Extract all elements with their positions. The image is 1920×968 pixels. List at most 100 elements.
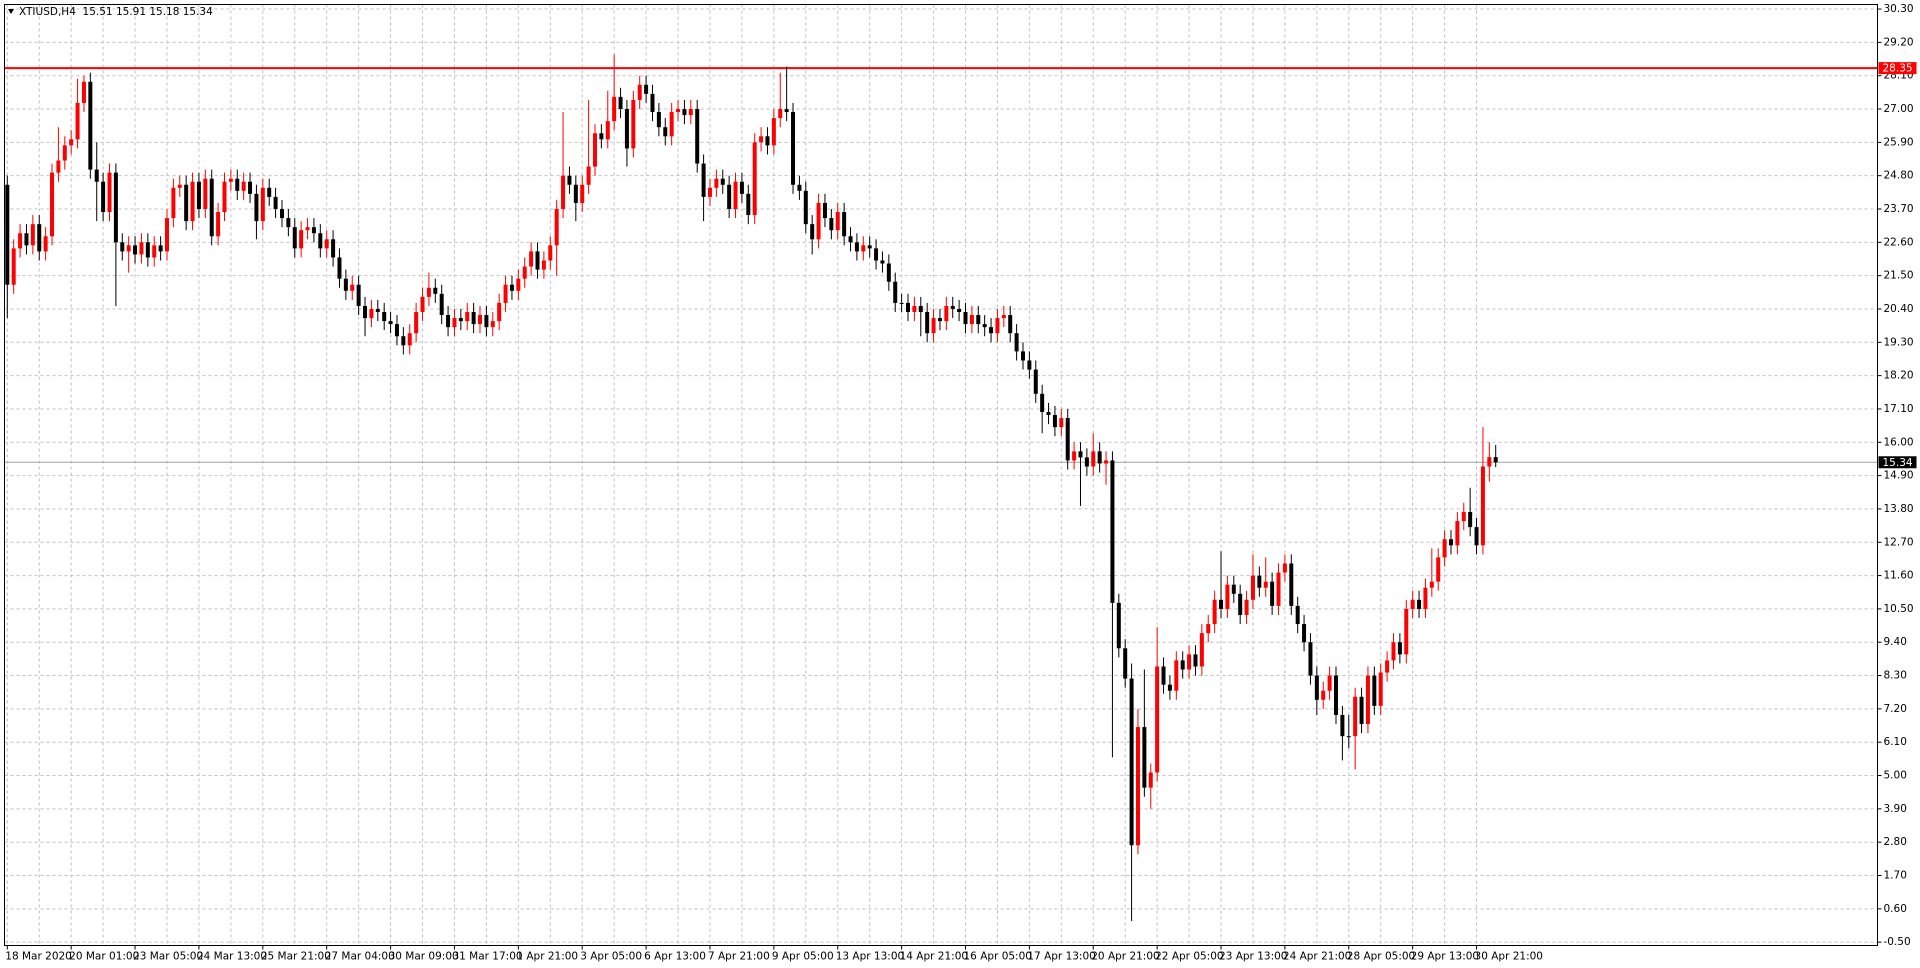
candle-body xyxy=(1129,678,1134,846)
candle-body xyxy=(356,284,361,306)
candle-body xyxy=(1340,714,1345,737)
candle-body xyxy=(1474,527,1479,546)
candle-body xyxy=(720,178,725,185)
candle-body xyxy=(1270,581,1275,606)
candle-body xyxy=(1161,666,1166,685)
candle-body xyxy=(286,218,291,228)
x-tick-label: 20 Apr 21:00 xyxy=(1091,951,1159,963)
x-tick-label: 28 Apr 05:00 xyxy=(1347,951,1415,963)
candle-body xyxy=(612,96,617,122)
price-label-box xyxy=(1878,456,1917,469)
candle-body xyxy=(420,296,425,313)
candle-body xyxy=(407,333,412,346)
candle-body xyxy=(676,109,681,113)
y-tick-label: 14.90 xyxy=(1884,470,1914,482)
candle-body xyxy=(573,184,578,203)
y-tick-label: 29.20 xyxy=(1884,36,1914,48)
candle-body xyxy=(791,112,796,185)
candle-body xyxy=(62,145,67,161)
candle-body xyxy=(618,96,623,110)
candle-body xyxy=(650,93,655,113)
candle-body xyxy=(56,160,61,173)
y-tick-label: 30.30 xyxy=(1884,3,1914,15)
x-tick-label: 20 Mar 01:00 xyxy=(69,951,139,963)
y-tick-label: 1.70 xyxy=(1884,870,1907,882)
candle-body xyxy=(880,260,885,264)
y-tick-label: 7.20 xyxy=(1884,703,1907,715)
candle-body xyxy=(605,121,610,140)
candle-body xyxy=(695,109,700,164)
y-tick-label: 24.80 xyxy=(1884,170,1914,182)
candle-body xyxy=(318,233,323,249)
candle-body xyxy=(75,102,80,140)
candle-body xyxy=(963,312,968,325)
candle-body xyxy=(1110,460,1115,603)
candle-body xyxy=(1180,660,1185,670)
candle-body xyxy=(1091,451,1096,467)
candle-body xyxy=(944,305,949,322)
candle-body xyxy=(120,242,125,252)
candle-body xyxy=(324,239,329,249)
y-tick-label: 18.20 xyxy=(1884,370,1914,382)
candle-body xyxy=(1436,557,1441,582)
y-tick-label: 23.70 xyxy=(1884,203,1914,215)
y-tick-label: 13.80 xyxy=(1884,503,1914,515)
y-tick-label: 27.00 xyxy=(1884,103,1914,115)
candle-body xyxy=(848,236,853,243)
candle-body xyxy=(701,163,706,197)
candle-body xyxy=(957,308,962,313)
candle-body xyxy=(88,81,93,170)
candle-body xyxy=(874,248,879,261)
x-tick-label: 7 Apr 21:00 xyxy=(708,951,770,963)
candle-body xyxy=(196,181,201,209)
candle-body xyxy=(1148,772,1153,788)
candle-body xyxy=(682,109,687,116)
candle-body xyxy=(1078,451,1083,458)
candle-body xyxy=(279,208,284,219)
candle-body xyxy=(94,169,99,182)
x-tick-label: 22 Apr 05:00 xyxy=(1155,951,1223,963)
candle-body xyxy=(1397,642,1402,655)
candle-body xyxy=(184,184,189,222)
candle-body xyxy=(1052,415,1057,428)
candle-body xyxy=(139,242,144,255)
candle-body xyxy=(1225,584,1230,609)
x-tick-label: 14 Apr 21:00 xyxy=(900,951,968,963)
candle-body xyxy=(893,281,898,303)
y-tick-label: 3.90 xyxy=(1884,803,1907,815)
candle-body xyxy=(433,287,438,294)
candle-body xyxy=(867,245,872,249)
candle-body xyxy=(1199,633,1204,667)
candle-body xyxy=(375,308,380,313)
menu-arrow[interactable] xyxy=(8,9,14,14)
candle-body xyxy=(931,318,936,334)
candle-body xyxy=(1455,521,1460,546)
candle-body xyxy=(273,196,278,209)
candle-body xyxy=(765,136,770,146)
candle-body xyxy=(1423,587,1428,609)
candle-body xyxy=(394,324,399,337)
candle-body xyxy=(177,184,182,188)
candle-body xyxy=(11,248,16,285)
candle-body xyxy=(37,224,42,252)
candle-body xyxy=(1442,539,1447,558)
candle-body xyxy=(899,302,904,304)
candle-body xyxy=(171,187,176,219)
candle-body xyxy=(1250,575,1255,600)
candle-body xyxy=(1327,675,1332,691)
candle-body xyxy=(152,245,157,258)
candle-body xyxy=(18,233,23,249)
candle-body xyxy=(1429,581,1434,588)
candle-body xyxy=(1193,654,1198,667)
candle-body xyxy=(516,278,521,291)
candle-body xyxy=(1314,675,1319,700)
candle-body xyxy=(1046,411,1051,416)
candle-body xyxy=(50,172,55,237)
candle-body xyxy=(829,218,834,231)
candle-body xyxy=(561,175,566,209)
candle-body xyxy=(509,284,514,291)
y-tick-label: 17.10 xyxy=(1884,403,1914,415)
candle-body xyxy=(1059,418,1064,428)
grid xyxy=(4,4,1878,946)
